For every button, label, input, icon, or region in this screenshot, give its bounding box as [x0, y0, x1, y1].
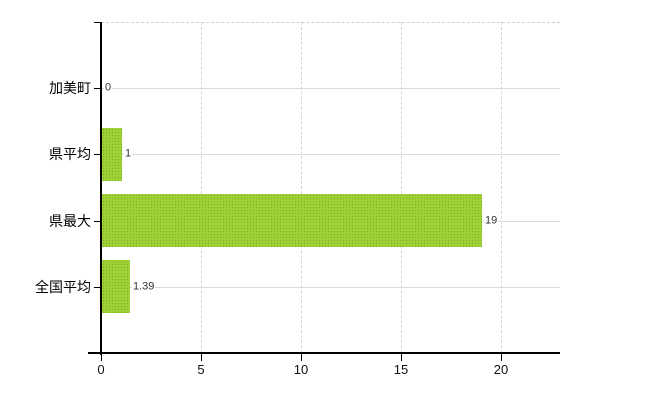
plot-top-border — [101, 22, 560, 23]
category-label: 加美町 — [49, 80, 91, 96]
bar — [102, 194, 482, 247]
x-tick-label: 0 — [97, 362, 105, 377]
x-tick-label: 10 — [293, 362, 309, 377]
x-axis-line — [88, 352, 560, 354]
category-label: 全国平均 — [35, 279, 91, 295]
bar — [102, 128, 122, 181]
y-axis-tick — [94, 22, 100, 23]
x-tick-label: 20 — [493, 362, 509, 377]
bar — [102, 260, 130, 313]
horizontal-gridline — [101, 154, 560, 155]
x-axis-tick — [101, 354, 102, 361]
x-axis-tick — [301, 354, 302, 361]
x-axis-tick — [201, 354, 202, 361]
value-label: 0 — [104, 81, 113, 95]
y-axis-tick — [94, 154, 100, 155]
y-axis-tick — [94, 88, 100, 89]
vertical-gridline — [401, 22, 402, 353]
y-axis-tick — [94, 221, 100, 222]
x-axis-tick — [501, 354, 502, 361]
category-label: 県最大 — [49, 213, 91, 229]
horizontal-gridline — [101, 287, 560, 288]
category-label: 県平均 — [49, 146, 91, 162]
y-axis-tick — [94, 287, 100, 288]
horizontal-gridline — [101, 88, 560, 89]
y-axis-line — [100, 22, 102, 355]
vertical-gridline — [301, 22, 302, 353]
x-tick-label: 15 — [393, 362, 409, 377]
vertical-gridline — [501, 22, 502, 353]
value-label: 1 — [124, 147, 133, 161]
x-tick-label: 5 — [197, 362, 205, 377]
x-axis-tick — [401, 354, 402, 361]
value-label: 1.39 — [132, 280, 156, 294]
vertical-gridline — [201, 22, 202, 353]
value-label: 19 — [484, 214, 499, 228]
